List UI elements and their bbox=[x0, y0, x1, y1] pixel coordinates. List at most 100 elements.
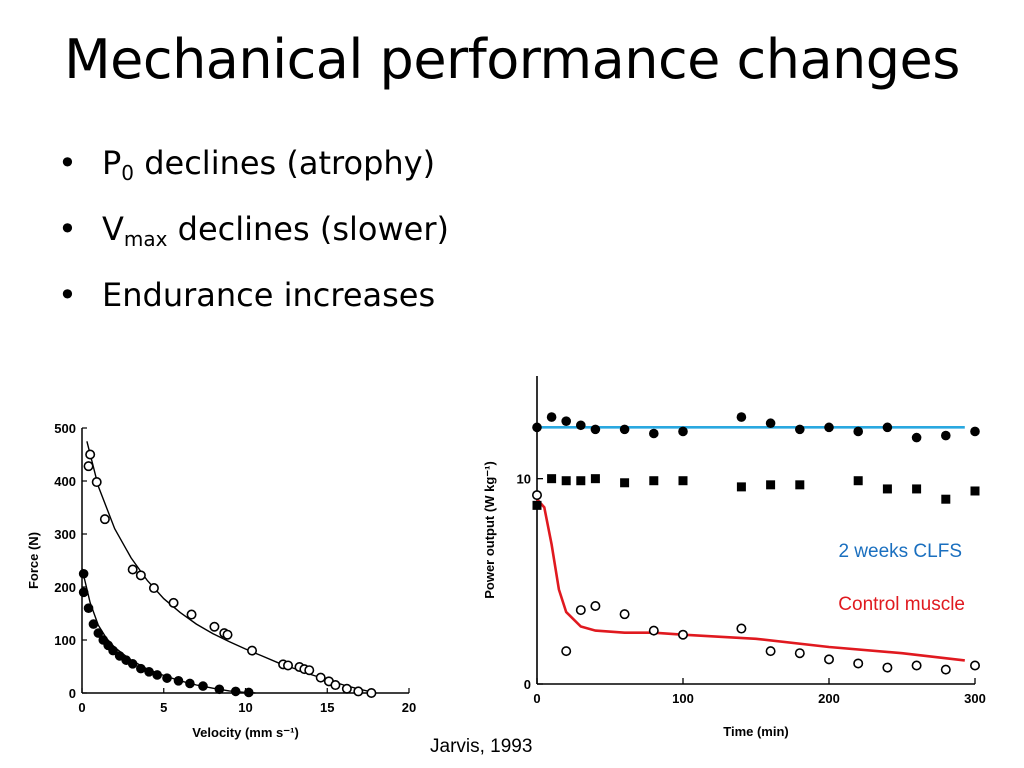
filled-circle-point bbox=[88, 619, 99, 629]
filled-square-point bbox=[795, 480, 805, 490]
open-circle-point bbox=[648, 625, 659, 636]
filled-circle-point bbox=[230, 686, 241, 697]
open-circle-point bbox=[911, 660, 922, 671]
filled-circle-point bbox=[882, 422, 893, 433]
y-tick-label: 400 bbox=[54, 474, 76, 489]
bullet-item: • Endurance increases bbox=[58, 276, 436, 314]
filled-square-point bbox=[678, 476, 688, 486]
slide-title: Mechanical performance changes bbox=[64, 28, 960, 91]
open-circle-point bbox=[85, 449, 96, 460]
open-circle-point bbox=[209, 621, 220, 632]
open-circle-point bbox=[168, 597, 179, 608]
open-circle-point bbox=[186, 609, 197, 620]
open-circle-point bbox=[222, 629, 233, 640]
filled-square-point bbox=[620, 478, 630, 488]
open-circle-point bbox=[353, 686, 364, 697]
open-circle-point bbox=[91, 477, 102, 488]
open-circle-point bbox=[366, 687, 377, 698]
x-tick-label: 5 bbox=[160, 700, 167, 715]
open-circle-point bbox=[677, 629, 688, 640]
filled-circle-point bbox=[162, 673, 172, 683]
x-tick-label: 200 bbox=[818, 691, 840, 706]
x-tick-label: 0 bbox=[533, 691, 540, 706]
filled-circle-point bbox=[970, 426, 980, 437]
open-circle-point bbox=[315, 672, 326, 683]
filled-square-point bbox=[736, 482, 746, 492]
filled-circle-point bbox=[941, 430, 951, 441]
open-circle-point bbox=[283, 660, 294, 671]
y-tick-label: 0 bbox=[69, 686, 76, 701]
annotation-clfs: 2 weeks CLFS bbox=[838, 541, 962, 562]
filled-circle-point bbox=[144, 667, 154, 677]
filled-square-point bbox=[561, 476, 571, 486]
open-circle-point bbox=[590, 600, 601, 611]
open-circle-point bbox=[853, 658, 864, 669]
filled-circle-point bbox=[136, 663, 146, 674]
filled-circle-point bbox=[649, 428, 659, 439]
open-circle-point bbox=[794, 648, 805, 659]
filled-circle-point bbox=[824, 422, 834, 433]
filled-circle-point bbox=[78, 568, 89, 579]
filled-circle-point bbox=[853, 426, 863, 437]
filled-circle-point bbox=[736, 412, 747, 422]
y-tick-label: 0 bbox=[524, 677, 531, 692]
open-circle-point bbox=[127, 564, 138, 575]
bullet-item: • P0 declines (atrophy) bbox=[58, 144, 436, 185]
filled-square-point bbox=[576, 476, 586, 486]
filled-circle-point bbox=[765, 418, 776, 429]
y-axis-label: Power output (W kg⁻¹) bbox=[482, 461, 497, 599]
open-circle-point bbox=[882, 662, 893, 673]
filled-square-point bbox=[882, 484, 892, 494]
open-circle-point bbox=[99, 514, 110, 525]
filled-circle-point bbox=[78, 587, 89, 598]
open-circle-point bbox=[341, 683, 352, 694]
filled-circle-point bbox=[214, 684, 225, 695]
filled-square-point bbox=[590, 474, 600, 484]
x-tick-label: 15 bbox=[320, 700, 334, 715]
filled-square-point bbox=[912, 484, 922, 494]
x-tick-label: 20 bbox=[402, 700, 416, 715]
open-circle-point bbox=[575, 605, 586, 616]
filled-circle-point bbox=[911, 432, 922, 443]
y-tick-label: 200 bbox=[54, 580, 76, 595]
filled-circle-point bbox=[127, 659, 138, 669]
open-circle-point bbox=[736, 623, 747, 634]
filled-circle-point bbox=[152, 670, 163, 680]
filled-square-point bbox=[941, 494, 951, 504]
annotation-control: Control muscle bbox=[838, 594, 965, 615]
y-tick-label: 100 bbox=[54, 633, 76, 648]
filled-circle-point bbox=[576, 420, 586, 431]
x-tick-label: 10 bbox=[238, 700, 252, 715]
open-circle-point bbox=[83, 461, 94, 472]
x-axis-label: Time (min) bbox=[723, 724, 789, 739]
x-tick-label: 0 bbox=[78, 700, 85, 715]
force-velocity-chart: 0 100 200 300 400 500 0 5 10 15 20 Velocity (mm s⁻¹… bbox=[26, 421, 416, 740]
filled-square-point bbox=[649, 476, 659, 486]
x-tick-label: 300 bbox=[964, 691, 986, 706]
filled-square-point bbox=[766, 480, 776, 490]
bullet-item: • Vmax declines (slower) bbox=[58, 210, 449, 251]
open-circle-point bbox=[619, 609, 630, 620]
open-circle-point bbox=[330, 680, 341, 691]
filled-circle-point bbox=[590, 424, 601, 435]
y-tick-label: 500 bbox=[54, 421, 76, 436]
open-circle-point bbox=[765, 646, 776, 657]
filled-circle-point bbox=[795, 424, 805, 435]
open-circle-point bbox=[135, 570, 146, 581]
filled-circle-point bbox=[198, 681, 208, 691]
x-axis-label: Velocity (mm s⁻¹) bbox=[192, 725, 299, 740]
open-circle-point bbox=[940, 664, 951, 675]
open-circle-point bbox=[561, 646, 572, 657]
filled-circle-point bbox=[678, 426, 688, 437]
filled-circle-point bbox=[185, 678, 195, 689]
open-circle-point bbox=[247, 645, 258, 656]
open-circle-point bbox=[304, 665, 315, 676]
bullet-list: • P0 declines (atrophy) • Vmax declines (s… bbox=[58, 138, 449, 336]
filled-circle-point bbox=[173, 676, 184, 686]
filled-square-point bbox=[547, 474, 557, 484]
filled-circle-point bbox=[243, 687, 254, 698]
filled-circle-point bbox=[108, 645, 118, 656]
y-tick-label: 300 bbox=[54, 527, 76, 542]
